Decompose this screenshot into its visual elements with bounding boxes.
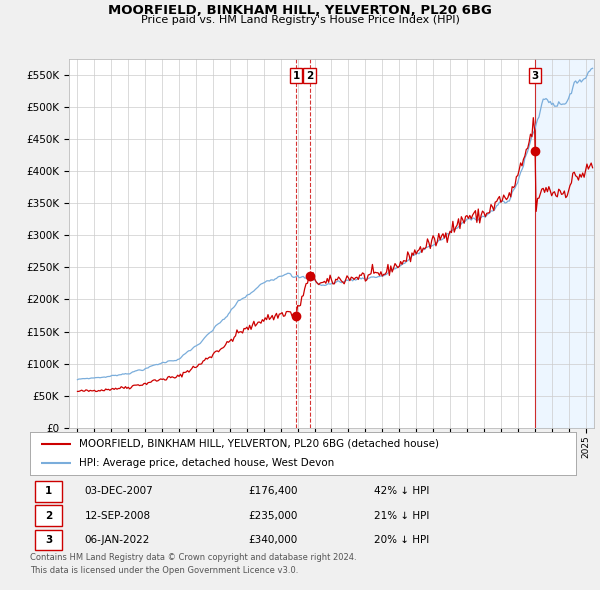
Text: 2: 2 (306, 71, 313, 81)
Text: 03-DEC-2007: 03-DEC-2007 (85, 486, 154, 496)
Text: Price paid vs. HM Land Registry's House Price Index (HPI): Price paid vs. HM Land Registry's House … (140, 15, 460, 25)
FancyBboxPatch shape (35, 505, 62, 526)
Text: £176,400: £176,400 (248, 486, 298, 496)
FancyBboxPatch shape (35, 481, 62, 502)
Text: £340,000: £340,000 (248, 535, 298, 545)
Text: Contains HM Land Registry data © Crown copyright and database right 2024.
This d: Contains HM Land Registry data © Crown c… (30, 553, 356, 575)
Text: 06-JAN-2022: 06-JAN-2022 (85, 535, 150, 545)
Text: MOORFIELD, BINKHAM HILL, YELVERTON, PL20 6BG (detached house): MOORFIELD, BINKHAM HILL, YELVERTON, PL20… (79, 439, 439, 449)
Text: 3: 3 (45, 535, 52, 545)
Text: 3: 3 (532, 71, 539, 81)
Text: 42% ↓ HPI: 42% ↓ HPI (374, 486, 430, 496)
Text: 20% ↓ HPI: 20% ↓ HPI (374, 535, 429, 545)
FancyBboxPatch shape (35, 530, 62, 550)
Text: HPI: Average price, detached house, West Devon: HPI: Average price, detached house, West… (79, 458, 334, 468)
Text: 1: 1 (293, 71, 300, 81)
Text: 1: 1 (45, 486, 52, 496)
Text: 12-SEP-2008: 12-SEP-2008 (85, 510, 151, 520)
Text: £235,000: £235,000 (248, 510, 298, 520)
Text: 21% ↓ HPI: 21% ↓ HPI (374, 510, 430, 520)
Text: 2: 2 (45, 510, 52, 520)
Text: MOORFIELD, BINKHAM HILL, YELVERTON, PL20 6BG: MOORFIELD, BINKHAM HILL, YELVERTON, PL20… (108, 4, 492, 17)
